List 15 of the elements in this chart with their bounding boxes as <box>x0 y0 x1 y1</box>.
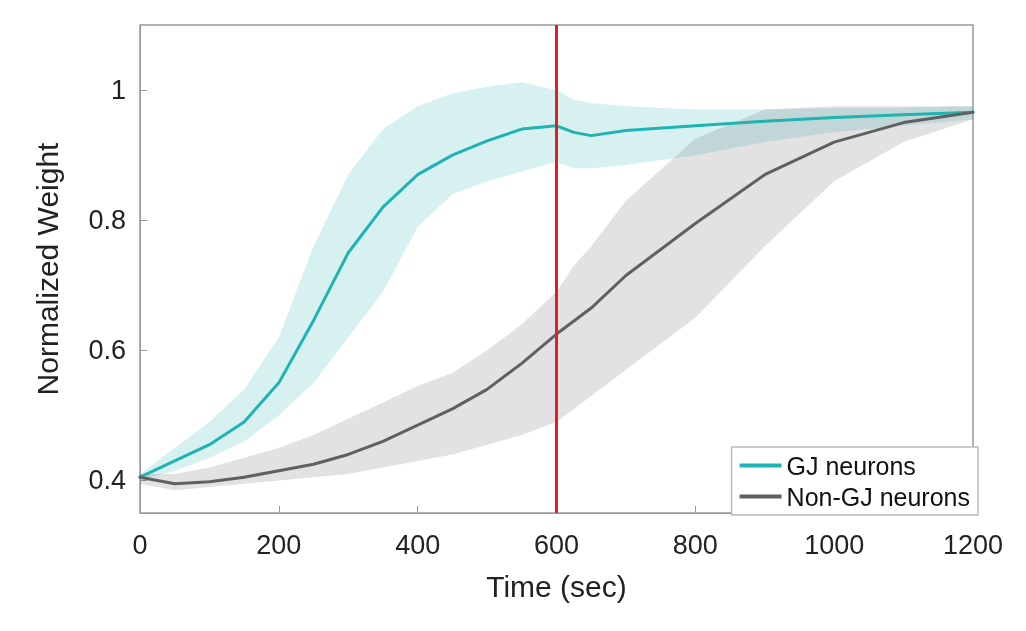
legend-label: Non-GJ neurons <box>786 482 971 511</box>
x-tick-label: 1000 <box>804 529 865 560</box>
x-tick-label: 800 <box>672 529 718 560</box>
y-axis-title: Normalized Weight <box>30 141 64 396</box>
x-tick-label: 1200 <box>942 529 1004 560</box>
y-tick-label: 0.4 <box>88 465 126 496</box>
legend-label: GJ neurons <box>786 451 916 480</box>
y-tick-label: 1 <box>110 75 126 106</box>
y-tick-label: 0.8 <box>88 205 126 236</box>
x-tick-label: 600 <box>533 529 580 560</box>
y-tick-label: 0.6 <box>88 335 126 366</box>
x-tick-label: 200 <box>256 529 302 560</box>
x-tick-label: 0 <box>132 529 148 560</box>
x-axis-title: Time (sec) <box>486 569 627 603</box>
x-tick-label: 400 <box>395 529 441 560</box>
